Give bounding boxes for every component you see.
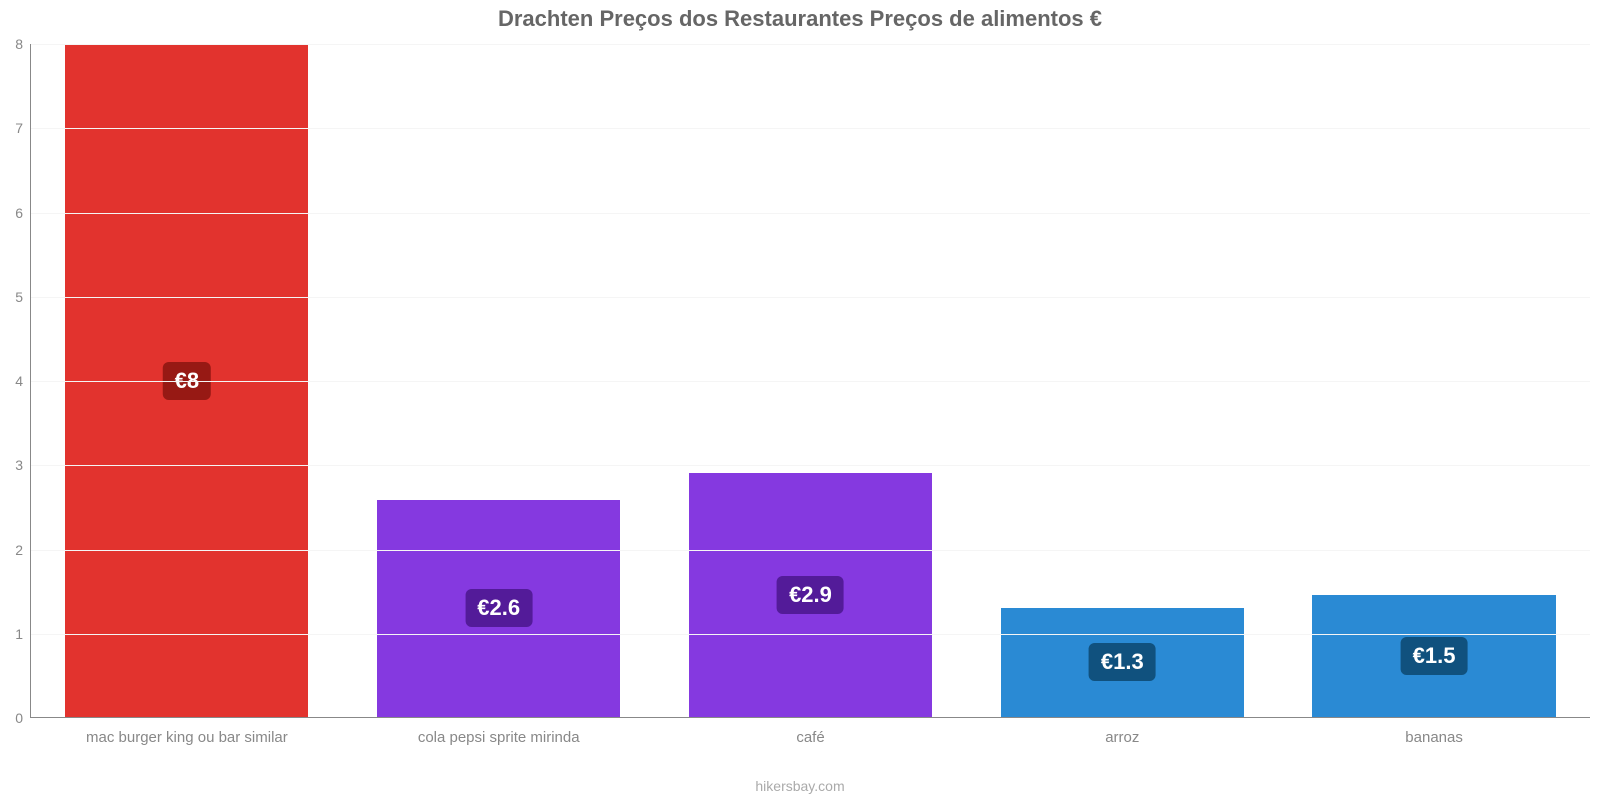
- gridline: [31, 44, 1590, 45]
- gridline: [31, 297, 1590, 298]
- xtick-label: bananas: [1278, 717, 1590, 746]
- ytick-label: 5: [15, 289, 31, 305]
- value-badge: €2.6: [465, 589, 532, 627]
- xtick-label: cola pepsi sprite mirinda: [343, 717, 655, 746]
- ytick-label: 1: [15, 626, 31, 642]
- value-badge: €1.5: [1401, 637, 1468, 675]
- bar: €1.5: [1312, 595, 1555, 717]
- plot-area: €8mac burger king ou bar similar€2.6cola…: [30, 44, 1590, 718]
- price-chart: Drachten Preços dos Restaurantes Preços …: [0, 0, 1600, 800]
- ytick-label: 3: [15, 457, 31, 473]
- value-badge: €2.9: [777, 576, 844, 614]
- chart-credit: hikersbay.com: [0, 778, 1600, 794]
- gridline: [31, 213, 1590, 214]
- ytick-label: 2: [15, 542, 31, 558]
- bar: €1.3: [1001, 608, 1244, 717]
- bar: €2.9: [689, 473, 932, 717]
- gridline: [31, 550, 1590, 551]
- ytick-label: 4: [15, 373, 31, 389]
- gridline: [31, 128, 1590, 129]
- gridline: [31, 465, 1590, 466]
- bar: €2.6: [377, 500, 620, 717]
- ytick-label: 8: [15, 36, 31, 52]
- ytick-label: 0: [15, 710, 31, 726]
- ytick-label: 6: [15, 205, 31, 221]
- gridline: [31, 634, 1590, 635]
- xtick-label: arroz: [966, 717, 1278, 746]
- ytick-label: 7: [15, 120, 31, 136]
- gridline: [31, 381, 1590, 382]
- xtick-label: mac burger king ou bar similar: [31, 717, 343, 746]
- value-badge: €1.3: [1089, 643, 1156, 681]
- xtick-label: café: [655, 717, 967, 746]
- chart-title: Drachten Preços dos Restaurantes Preços …: [0, 6, 1600, 32]
